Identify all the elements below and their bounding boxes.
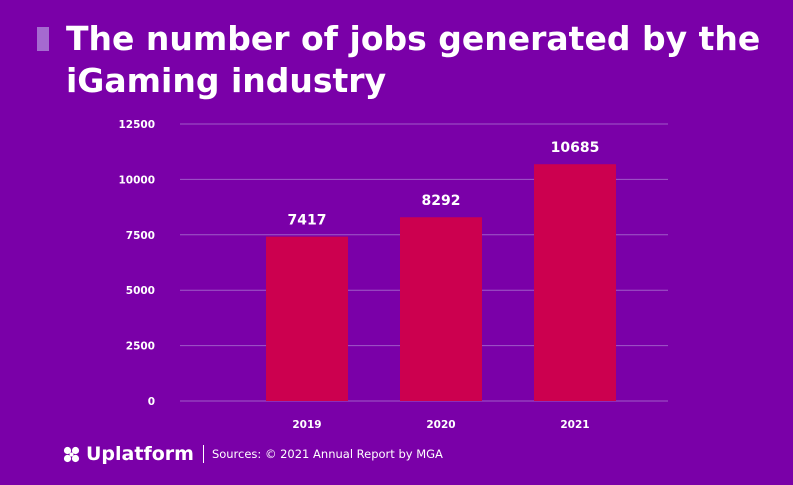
x-tick-label: 2020 (426, 419, 455, 431)
clover-logo-icon (63, 446, 80, 462)
data-label: 10685 (551, 140, 600, 156)
brand-name: Uplatform (86, 443, 194, 465)
bar-2020 (400, 217, 482, 401)
bar-2019 (266, 236, 348, 401)
y-tick-label: 12500 (118, 119, 155, 131)
y-tick-label: 10000 (118, 174, 155, 186)
y-tick-label: 2500 (126, 341, 155, 353)
source-text: Sources: © 2021 Annual Report by MGA (211, 447, 443, 461)
y-tick-label: 0 (148, 396, 155, 408)
x-tick-label: 2021 (560, 419, 589, 431)
data-label: 8292 (422, 193, 461, 209)
chart-title: The number of jobs generated by the iGam… (66, 19, 761, 100)
x-tick-label: 2019 (292, 419, 321, 431)
y-tick-label: 5000 (126, 285, 155, 297)
bar-2021 (534, 164, 616, 401)
y-tick-label: 7500 (126, 230, 155, 242)
title-accent-bar (37, 27, 49, 51)
footer-separator (202, 445, 204, 463)
data-label: 7417 (288, 213, 327, 229)
footer: Uplatform Sources: © 2021 Annual Report … (63, 441, 443, 467)
